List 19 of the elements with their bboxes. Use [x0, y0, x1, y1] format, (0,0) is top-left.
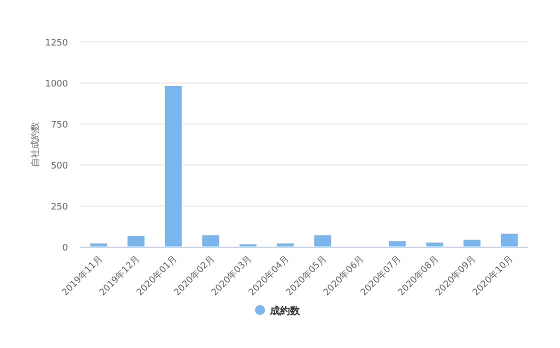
- bar: [388, 240, 407, 248]
- y-tick-label: 0: [62, 244, 68, 254]
- bar: [425, 242, 444, 248]
- bar: [126, 235, 146, 248]
- bar: [89, 242, 108, 248]
- legend-label: 成約数: [269, 305, 301, 317]
- y-tick-label: 750: [50, 120, 68, 130]
- y-tick-label: 250: [50, 202, 68, 212]
- y-tick-label: 500: [50, 162, 68, 172]
- bar: [462, 238, 482, 248]
- bar: [201, 234, 220, 248]
- bar: [500, 232, 519, 248]
- bar: [313, 234, 332, 248]
- y-tick-label: 1000: [45, 80, 68, 90]
- bar: [164, 84, 183, 248]
- y-tick-label: 1250: [45, 38, 68, 48]
- bar: [238, 243, 258, 248]
- bar: [276, 242, 295, 248]
- y-axis-title: 自社成約数: [30, 122, 41, 167]
